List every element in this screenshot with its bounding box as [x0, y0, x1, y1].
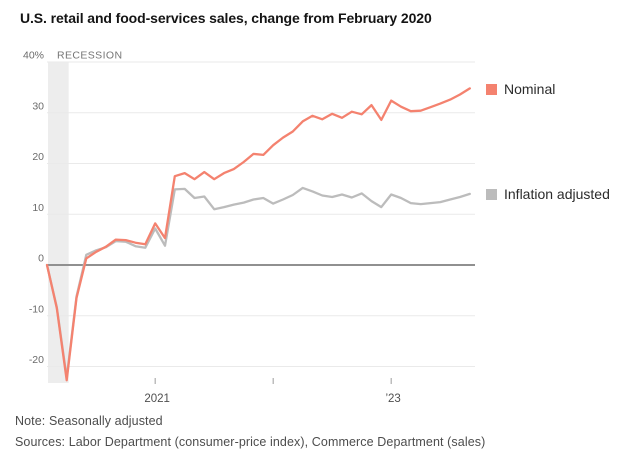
recession-band	[48, 62, 69, 383]
y-tick-label: 30	[32, 100, 44, 112]
y-tick-label: 20	[32, 151, 44, 163]
y-tick-label: 40%	[23, 50, 44, 62]
legend-item-nominal: Nominal	[486, 81, 555, 97]
chart-title: U.S. retail and food-services sales, cha…	[20, 10, 432, 26]
legend-item-inflation: Inflation adjusted	[486, 186, 610, 202]
nominal-swatch-icon	[486, 83, 497, 95]
x-tick-label: 2021	[144, 393, 170, 405]
y-tick-label: -20	[29, 354, 44, 366]
y-tick-label: -10	[29, 303, 44, 315]
legend-label-nominal: Nominal	[504, 81, 556, 97]
y-tick-label: 10	[32, 202, 44, 214]
series-line-nominal	[45, 87, 471, 382]
series-line-inflation	[45, 186, 471, 379]
inflation-swatch-icon	[486, 188, 497, 200]
recession-annotation: RECESSION	[57, 50, 122, 62]
chart-note: Note: Seasonally adjusted	[15, 414, 163, 428]
chart-sources: Sources: Labor Department (consumer-pric…	[15, 435, 486, 449]
y-tick-label: 0	[38, 253, 44, 265]
legend-label-inflation: Inflation adjusted	[504, 186, 610, 202]
x-tick-label: ’23	[385, 393, 400, 405]
